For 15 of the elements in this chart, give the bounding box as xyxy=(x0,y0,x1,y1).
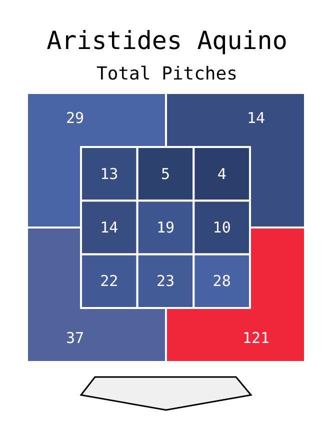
data-label: 29 xyxy=(66,109,84,127)
data-label: 121 xyxy=(242,329,270,347)
data-label: 5 xyxy=(160,164,170,183)
data-label: 19 xyxy=(156,218,175,236)
data-label: 14 xyxy=(246,109,266,127)
data-label: 37 xyxy=(66,329,84,347)
chart-title: Aristides Aquino xyxy=(46,26,288,55)
data-label: 10 xyxy=(212,218,231,236)
chart-subtitle: Total Pitches xyxy=(96,63,238,84)
data-label: 23 xyxy=(156,272,175,290)
data-label: 28 xyxy=(212,272,231,290)
data-label: 13 xyxy=(100,164,118,183)
data-label: 4 xyxy=(217,164,226,183)
data-label: 14 xyxy=(100,218,118,236)
data-label: 22 xyxy=(100,272,118,290)
